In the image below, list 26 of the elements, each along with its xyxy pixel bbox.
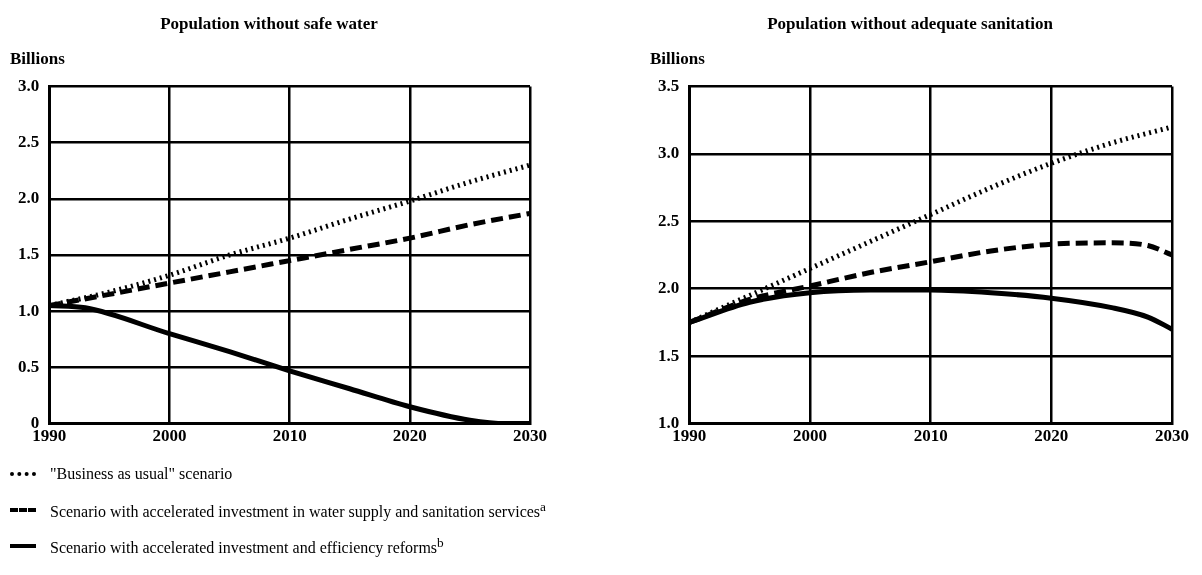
legend-label: "Business as usual" scenario [50, 465, 233, 483]
y-tick-label: 1.5 [18, 244, 40, 264]
y-axis-title: Billions [650, 49, 706, 69]
chart-title: Population without safe water [160, 13, 379, 33]
y-tick-label: 0.5 [18, 356, 40, 376]
x-tick-label: 2010 [272, 426, 307, 446]
x-tick-label: 2020 [1034, 426, 1069, 446]
x-tick-label: 2000 [792, 426, 827, 446]
y-axis-title: Billions [10, 49, 66, 69]
x-tick-label: 2030 [1155, 426, 1189, 446]
chart-title: Population without adequate sanitation [767, 13, 1054, 33]
y-tick-label: 2.0 [18, 188, 40, 208]
y-tick-label: 3.0 [18, 75, 40, 95]
y-tick-label: 1.0 [18, 300, 40, 320]
x-tick-label: 2000 [152, 426, 187, 446]
y-tick-label: 3.5 [658, 75, 680, 95]
x-tick-label: 2020 [392, 426, 427, 446]
y-tick-label: 2.0 [658, 278, 680, 298]
x-tick-label: 2030 [513, 426, 547, 446]
y-tick-label: 2.5 [658, 210, 680, 230]
y-tick-label: 3.0 [658, 143, 680, 163]
legend-label: Scenario with accelerated investment and efficiency reforms$^{b}$ [50, 534, 444, 558]
x-tick-label: 2010 [913, 426, 948, 446]
legend-label: Scenario with accelerated investment in water supply and sanitation services$^{a}$ [50, 498, 546, 522]
y-tick-label: 1.5 [658, 345, 680, 365]
y-tick-label: 2.5 [18, 131, 40, 151]
